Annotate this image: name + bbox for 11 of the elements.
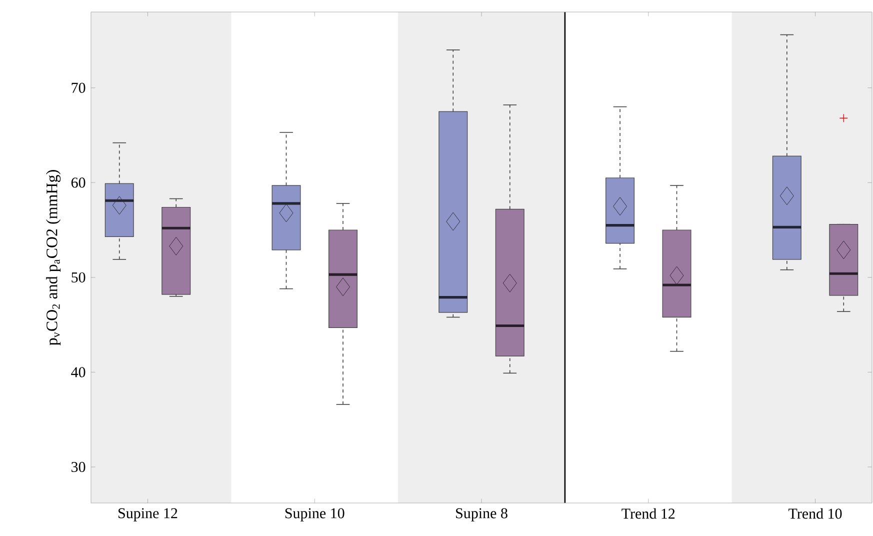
y-tick-label: 30 (72, 462, 86, 472)
y-tick-label: 40 (71, 367, 86, 378)
x-tick-label: Trend 10 (788, 508, 842, 519)
x-tick-label: Supine 8 (456, 508, 508, 522)
y-tick-label: 50 (72, 272, 86, 282)
x-tick-label: Trend 12 (622, 508, 675, 519)
y-axis-title: p$_{v}$CO$_{2}$ and p$_{a}$CO2 (mmHg) (46, 170, 61, 346)
x-tick-label: Supine 10 (285, 508, 344, 522)
y-tick-label: 70 (72, 82, 86, 93)
x-tick-label: Supine 12 (118, 508, 178, 522)
y-tick-label: 60 (71, 178, 86, 188)
